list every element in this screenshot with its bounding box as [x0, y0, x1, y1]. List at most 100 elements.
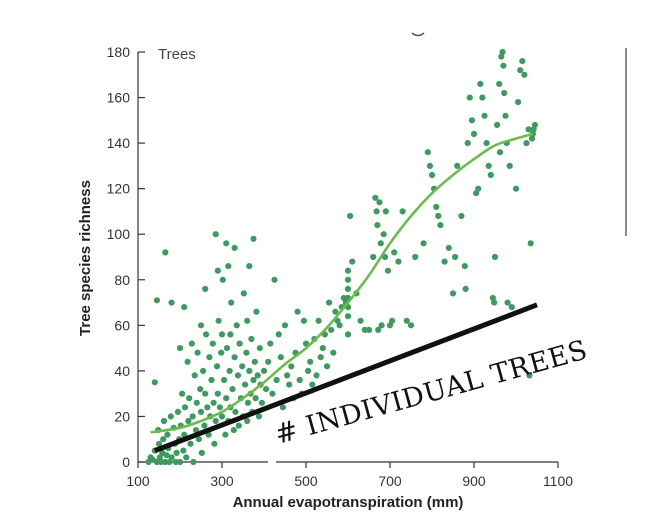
- data-point: [233, 322, 240, 329]
- data-point: [300, 317, 307, 324]
- data-point: [186, 395, 193, 402]
- y-tick-label: 0: [122, 454, 130, 470]
- data-point: [188, 340, 195, 347]
- data-point: [273, 376, 280, 384]
- data-point: [244, 417, 251, 425]
- y-tick-label: 120: [107, 181, 131, 197]
- data-point: [468, 117, 475, 124]
- data-point: [252, 395, 259, 402]
- data-point: [330, 349, 337, 356]
- data-point: [449, 290, 457, 297]
- data-point: [372, 194, 379, 201]
- data-point: [512, 185, 520, 192]
- x-tick-label: 900: [462, 473, 486, 489]
- data-point: [219, 276, 226, 283]
- data-point: [260, 367, 268, 374]
- data-point: [515, 99, 522, 106]
- data-point: [218, 413, 226, 420]
- data-point: [267, 340, 274, 347]
- data-point: [155, 440, 163, 447]
- data-point: [373, 208, 380, 215]
- data-point: [376, 199, 383, 206]
- annotation-text: # INDIVIDUAL TREES: [272, 335, 591, 451]
- data-point: [212, 231, 219, 238]
- data-point: [228, 299, 235, 306]
- data-point: [258, 399, 265, 406]
- data-point: [239, 363, 246, 370]
- data-point: [500, 62, 507, 69]
- data-point: [202, 285, 209, 292]
- y-tick-label: 80: [114, 272, 130, 288]
- y-tick-label: 140: [107, 135, 131, 151]
- data-point: [168, 454, 175, 461]
- data-point: [223, 395, 230, 402]
- y-tick-label: 100: [107, 226, 131, 242]
- data-point: [323, 363, 331, 370]
- data-point: [256, 345, 263, 352]
- data-point: [305, 367, 312, 374]
- data-point: [403, 317, 410, 324]
- data-point: [201, 422, 208, 429]
- data-point: [336, 322, 343, 329]
- data-point: [344, 267, 352, 274]
- x-tick-label: 300: [210, 473, 234, 489]
- data-point: [501, 89, 508, 97]
- data-point: [244, 317, 251, 324]
- data-point: [229, 386, 236, 393]
- data-point: [485, 162, 492, 169]
- y-tick-label: 20: [114, 408, 130, 424]
- data-point: [309, 381, 316, 388]
- data-point: [288, 363, 295, 370]
- data-point: [326, 299, 333, 306]
- data-point: [183, 454, 190, 461]
- data-point: [184, 358, 191, 365]
- data-point: [504, 299, 511, 306]
- data-point: [185, 417, 192, 425]
- data-point: [181, 404, 189, 411]
- data-point: [153, 297, 160, 304]
- data-point: [279, 404, 286, 411]
- data-point: [384, 267, 391, 274]
- data-point: [246, 263, 253, 270]
- data-point: [213, 363, 221, 370]
- data-points: [145, 48, 539, 466]
- x-tick-label: 700: [378, 473, 402, 489]
- data-point: [202, 390, 209, 397]
- data-point: [527, 240, 534, 247]
- data-point: [160, 436, 167, 443]
- data-point: [526, 372, 533, 379]
- data-point: [163, 452, 170, 459]
- data-point: [377, 240, 384, 247]
- data-point: [197, 322, 205, 329]
- data-point: [433, 203, 440, 210]
- data-point: [168, 299, 175, 306]
- data-point: [496, 149, 504, 156]
- data-point: [242, 381, 249, 388]
- data-point: [494, 121, 501, 128]
- data-point: [176, 458, 184, 466]
- data-point: [286, 381, 293, 388]
- data-point: [193, 399, 200, 406]
- data-point: [466, 94, 473, 101]
- data-point: [253, 308, 260, 315]
- x-tick-label: 100: [126, 473, 150, 489]
- data-point: [395, 258, 402, 265]
- data-point: [206, 354, 213, 361]
- data-point: [347, 212, 354, 220]
- data-point: [211, 440, 218, 447]
- data-point: [428, 171, 436, 179]
- data-point: [519, 58, 526, 65]
- data-point: [227, 331, 234, 338]
- top-crop-mark: [411, 32, 425, 37]
- data-point: [277, 354, 284, 361]
- data-point: [160, 417, 168, 425]
- data-point: [167, 413, 174, 420]
- data-point: [151, 379, 158, 386]
- data-point: [223, 240, 230, 247]
- data-point: [357, 317, 364, 324]
- y-tick-label: 160: [107, 90, 131, 106]
- data-point: [441, 258, 448, 265]
- data-point: [370, 253, 377, 261]
- data-point: [481, 112, 488, 119]
- y-axis-ticks: 0 20 40 60 80 100 120 140 160 180: [107, 44, 145, 470]
